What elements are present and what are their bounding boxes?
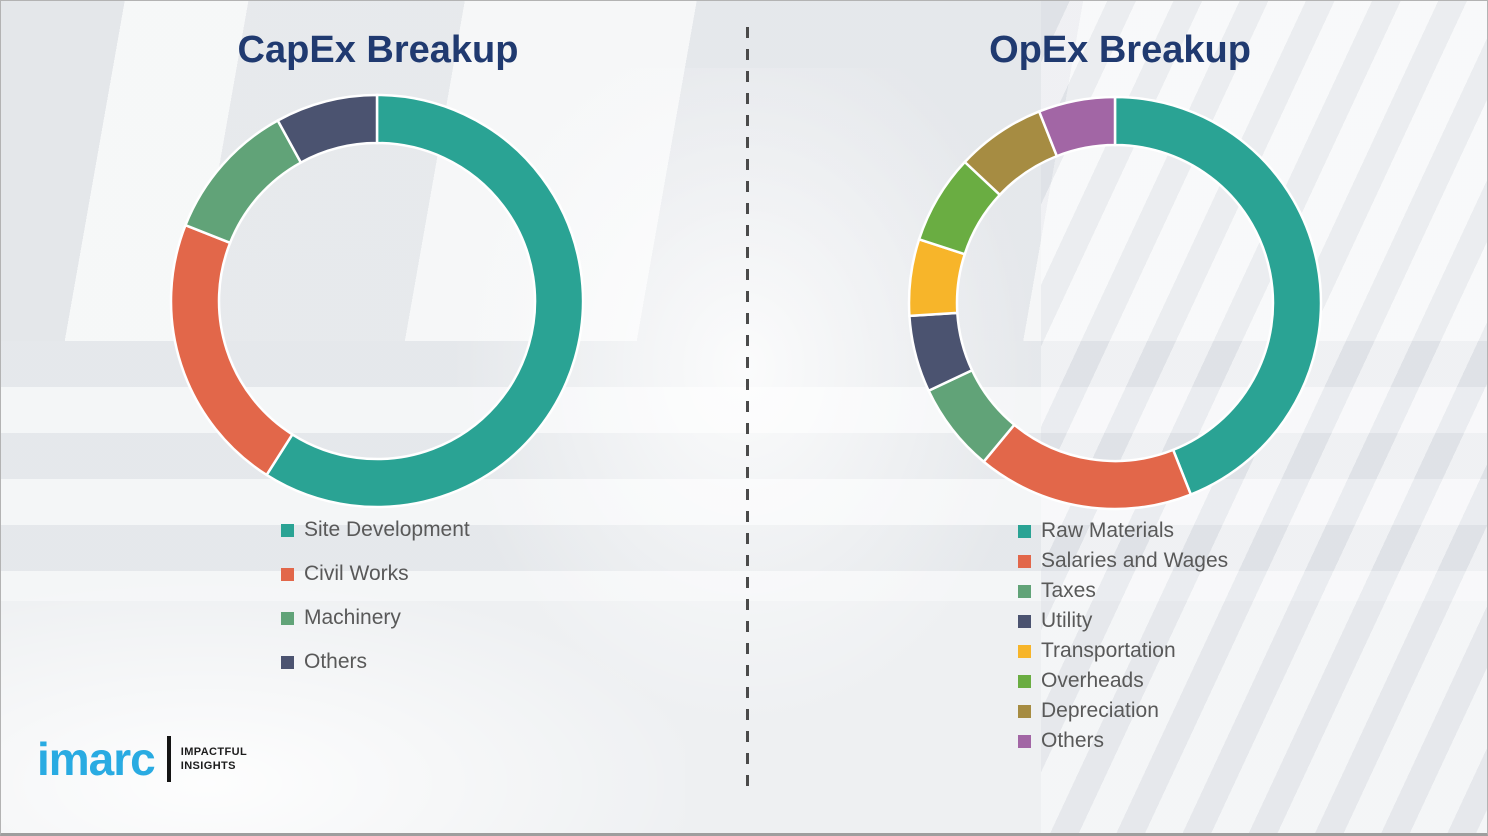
legend-item-salaries-and-wages: Salaries and Wages xyxy=(1018,546,1228,576)
opex-legend: Raw Materials Salaries and Wages Taxes Util… xyxy=(1018,516,1228,756)
legend-swatch xyxy=(1018,554,1031,568)
imarc-logo: imarc IMPACTFUL INSIGHTS xyxy=(37,736,247,782)
legend-swatch xyxy=(1018,734,1031,748)
legend-swatch xyxy=(1018,704,1031,718)
donut-segment-others xyxy=(1037,95,1117,158)
tagline-line2: INSIGHTS xyxy=(180,760,236,772)
legend-label: Depreciation xyxy=(1041,699,1159,722)
legend-swatch xyxy=(1018,614,1031,628)
legend-label: Machinery xyxy=(304,606,401,629)
legend-item-others: Others xyxy=(281,640,470,684)
legend-label: Raw Materials xyxy=(1041,519,1175,542)
logo-tagline: IMPACTFUL INSIGHTS xyxy=(181,745,247,773)
legend-label: Taxes xyxy=(1041,579,1096,602)
legend-label: Civil Works xyxy=(304,562,409,585)
capex-donut-chart xyxy=(167,91,587,511)
legend-swatch xyxy=(281,567,294,581)
legend-item-overheads: Overheads xyxy=(1018,666,1228,696)
capex-legend: Site Development Civil Works Machinery Othe… xyxy=(281,508,470,684)
logo-divider-bar xyxy=(166,736,171,782)
legend-label: Others xyxy=(1041,729,1105,752)
legend-item-civil-works: Civil Works xyxy=(281,552,470,596)
legend-swatch xyxy=(281,655,294,669)
legend-item-transportation: Transportation xyxy=(1018,636,1228,666)
legend-swatch xyxy=(1018,644,1031,658)
donut-segment-salaries-and-wages xyxy=(981,422,1193,511)
legend-item-taxes: Taxes xyxy=(1018,576,1228,606)
legend-label: Overheads xyxy=(1041,669,1144,692)
legend-label: Salaries and Wages xyxy=(1041,549,1229,572)
donut-svg xyxy=(169,93,585,509)
donut-segment-raw-materials xyxy=(1113,95,1323,497)
legend-label: Others xyxy=(304,650,368,673)
legend-item-utility: Utility xyxy=(1018,606,1228,636)
legend-label: Transportation xyxy=(1041,639,1176,662)
donut-svg xyxy=(907,95,1323,511)
legend-item-site-development: Site Development xyxy=(281,508,470,552)
legend-swatch xyxy=(281,523,294,537)
legend-swatch xyxy=(1018,524,1031,538)
legend-label: Site Development xyxy=(304,518,470,541)
donut-segment-machinery xyxy=(183,118,303,245)
imarc-logo-text: imarc xyxy=(37,733,156,785)
donut-segment-others xyxy=(276,93,379,165)
donut-segment-site-development xyxy=(264,93,585,509)
donut-segment-civil-works xyxy=(169,223,295,477)
legend-label: Utility xyxy=(1041,609,1093,632)
legend-item-depreciation: Depreciation xyxy=(1018,696,1228,726)
center-dashed-divider xyxy=(746,27,749,793)
opex-donut-chart xyxy=(905,93,1325,513)
capex-chart-title: CapEx Breakup xyxy=(237,29,519,71)
legend-item-others: Others xyxy=(1018,726,1228,756)
legend-swatch xyxy=(1018,584,1031,598)
tagline-line1: IMPACTFUL xyxy=(180,746,248,758)
legend-swatch xyxy=(1018,674,1031,688)
legend-item-machinery: Machinery xyxy=(281,596,470,640)
opex-chart-title: OpEx Breakup xyxy=(989,29,1251,71)
legend-item-raw-materials: Raw Materials xyxy=(1018,516,1228,546)
legend-swatch xyxy=(281,611,294,625)
